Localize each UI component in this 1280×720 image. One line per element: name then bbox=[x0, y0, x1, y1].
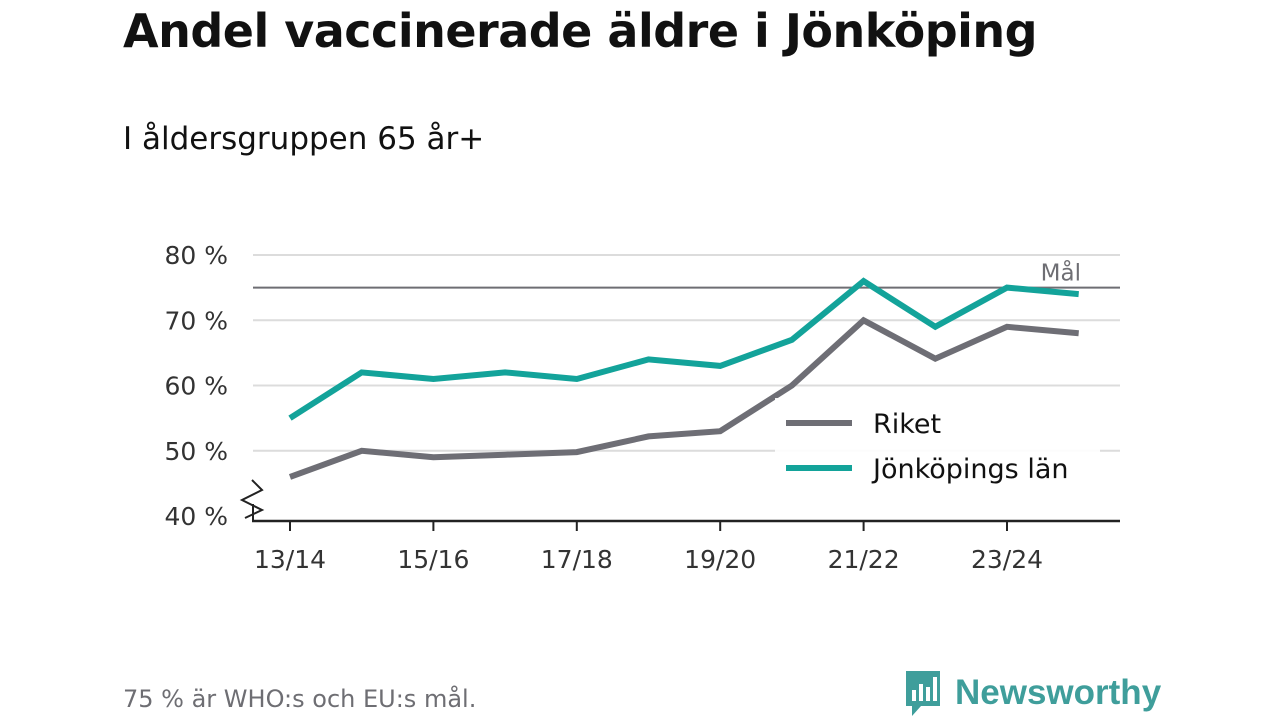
brand-name: Newsworthy bbox=[955, 673, 1162, 712]
y-tick-label: 50 % bbox=[164, 437, 228, 466]
series-line-jonkopings-lan bbox=[288, 277, 1079, 421]
chart-subtitle: I åldersgruppen 65 år+ bbox=[123, 121, 485, 157]
legend-background bbox=[775, 398, 1100, 500]
y-tick-label: 60 % bbox=[164, 372, 228, 401]
footnote: 75 % är WHO:s och EU:s mål. bbox=[123, 685, 477, 713]
x-tick-label: 19/20 bbox=[684, 545, 756, 574]
bar-chart-speech-bubble-icon bbox=[906, 671, 940, 716]
x-tick-label: 13/14 bbox=[254, 545, 326, 574]
y-tick-label: 80 % bbox=[164, 241, 228, 270]
legend-label: Riket bbox=[873, 409, 941, 440]
axis-break-mark bbox=[239, 479, 265, 519]
x-tick-label: 17/18 bbox=[541, 545, 613, 574]
chart-title: Andel vaccinerade äldre i Jönköping bbox=[123, 4, 1038, 58]
goal-label: Mål bbox=[1041, 259, 1081, 287]
y-tick-label: 70 % bbox=[164, 306, 228, 335]
x-tick-label: 21/22 bbox=[828, 545, 900, 574]
legend-label: Jönköpings län bbox=[871, 454, 1069, 485]
x-tick-label: 15/16 bbox=[397, 545, 469, 574]
brand-logo: Newsworthy bbox=[903, 668, 1161, 718]
x-tick-label: 23/24 bbox=[971, 545, 1043, 574]
y-tick-label: 40 % bbox=[164, 502, 228, 531]
series-line-riket bbox=[288, 316, 1079, 480]
